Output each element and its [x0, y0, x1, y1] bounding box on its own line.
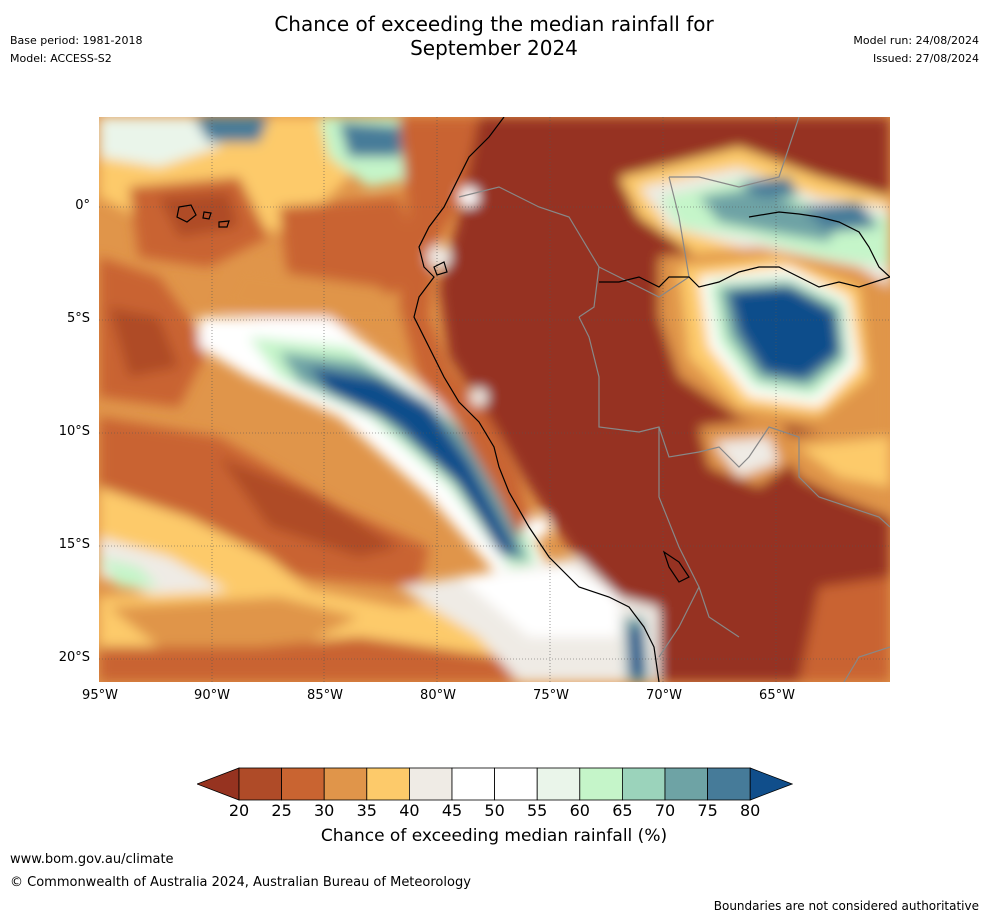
colorbar-label: Chance of exceeding median rainfall (%) — [320, 826, 668, 846]
colorbar-segment — [664, 767, 708, 801]
coastline — [176, 117, 890, 682]
map-title-line1: Chance of exceeding the median rainfall … — [274, 12, 714, 36]
colorbar-segment — [536, 767, 581, 801]
lat-label: 10°S — [58, 424, 90, 439]
lon-label: 90°W — [194, 688, 230, 703]
wet-band-core — [309, 367, 519, 557]
colorbar-extend-low — [195, 767, 240, 801]
lon-label: 70°W — [646, 688, 682, 703]
meta-right: Model run: 24/08/2024 Issued: 27/08/2024 — [853, 32, 979, 68]
colorbar-tick-label: 70 — [654, 801, 676, 820]
footer-note: Boundaries are not considered authoritat… — [713, 899, 979, 913]
lon-label: 85°W — [307, 688, 343, 703]
country-boundaries — [458, 117, 890, 682]
lon-label: 75°W — [533, 688, 569, 703]
colorbar-tick-label: 50 — [484, 801, 505, 820]
rainfall-map-svg — [99, 117, 890, 682]
lat-label: 20°S — [58, 650, 90, 665]
model-text: Model: ACCESS-S2 — [10, 52, 112, 65]
lat-label: 0° — [75, 198, 90, 213]
colorbar-segment — [451, 767, 495, 801]
colorbar-tick-label: 80 — [740, 801, 761, 820]
map-title: Chance of exceeding the median rainfall … — [0, 12, 988, 60]
footer-copyright: © Commonwealth of Australia 2024, Austra… — [10, 875, 471, 890]
colorbar-segment — [281, 767, 325, 801]
colorbar-segment — [707, 767, 751, 801]
colorbar-tick-label: 60 — [569, 801, 590, 820]
colorbar-segment — [366, 767, 410, 801]
gridlines — [99, 117, 890, 682]
map-title-line2: September 2024 — [410, 36, 578, 60]
lat-label: 15°S — [58, 537, 90, 552]
rainfall-map — [99, 117, 890, 682]
colorbar — [195, 767, 794, 801]
base-period-text: Base period: 1981-2018 — [10, 34, 143, 47]
colorbar-tick-label: 65 — [612, 801, 633, 820]
colorbar-segment — [621, 767, 666, 801]
model-run-text: Model run: 24/08/2024 — [853, 34, 979, 47]
colorbar-tick-label: 75 — [697, 801, 718, 820]
colorbar-svg — [195, 767, 794, 801]
colorbar-segment — [238, 767, 282, 801]
issued-text: Issued: 27/08/2024 — [872, 52, 979, 65]
colorbar-tick-label: 35 — [356, 801, 377, 820]
colorbar-extend-high — [749, 767, 794, 801]
lon-label: 80°W — [420, 688, 456, 703]
lon-label: 95°W — [82, 688, 118, 703]
colorbar-tick-label: 40 — [399, 801, 420, 820]
colorbar-segment — [494, 767, 538, 801]
colorbar-tick-label: 30 — [314, 801, 335, 820]
colorbar-tick-label: 20 — [228, 801, 250, 820]
colorbar-tick-label: 45 — [441, 801, 463, 820]
footer-url: www.bom.gov.au/climate — [10, 852, 174, 867]
colorbar-tick-label: 55 — [527, 801, 548, 820]
amazon-wet-core — [729, 287, 839, 379]
lat-label: 5°S — [66, 311, 90, 326]
wet-band-neutral — [199, 317, 559, 587]
colorbar-ticks: 20 25 30 35 40 45 50 55 60 65 70 75 80 — [0, 801, 988, 821]
colorbar-segment — [408, 767, 453, 801]
colorbar-tick-label: 25 — [271, 801, 292, 820]
meta-left: Base period: 1981-2018 Model: ACCESS-S2 — [10, 32, 142, 68]
lon-label: 65°W — [759, 688, 795, 703]
colorbar-segment — [323, 767, 368, 801]
colorbar-segment — [579, 767, 623, 801]
